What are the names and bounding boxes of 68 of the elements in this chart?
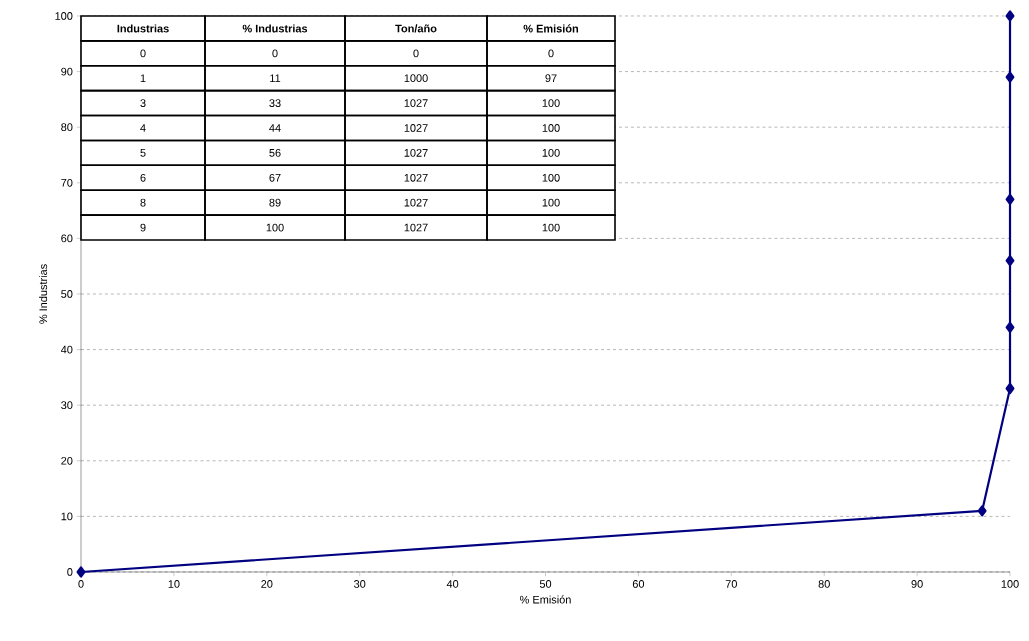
annotation: 97 <box>545 74 557 83</box>
x-tick-label: 50 <box>539 580 552 588</box>
y-axis-title: % Industrias <box>39 264 48 324</box>
annotation: Industrias <box>117 24 169 33</box>
annotation: 67 <box>269 173 281 182</box>
y-tick-label: 20 <box>61 456 73 465</box>
annotation: 1027 <box>404 124 428 132</box>
annotation: 4 <box>140 124 146 132</box>
annotation: 100 <box>542 149 560 157</box>
y-tick-label: 50 <box>61 290 73 298</box>
point <box>1005 71 1015 83</box>
y-tick-label: 30 <box>61 401 73 410</box>
x-tick-label: 70 <box>725 580 737 588</box>
annotation: 0 <box>140 49 146 58</box>
annotation: % Industrias <box>242 24 308 33</box>
annotation: 1 <box>140 74 146 82</box>
point <box>1005 382 1015 395</box>
annotation: 44 <box>269 124 281 132</box>
annotation: 11 <box>270 74 281 82</box>
x-tick-label: 30 <box>354 580 366 588</box>
annotation: 0 <box>548 49 554 58</box>
annotation: 9 <box>140 223 146 232</box>
annotation: 56 <box>269 149 281 157</box>
annotation: 5 <box>140 149 146 157</box>
x-tick-label: 10 <box>168 580 180 588</box>
annotation: 1027 <box>404 173 428 182</box>
x-axis-title: % Emisión <box>520 595 571 604</box>
annotation: 1027 <box>404 223 428 232</box>
x-tick-label: 80 <box>818 580 830 588</box>
annotation: 1027 <box>404 149 428 157</box>
annotation: 1027 <box>404 198 428 207</box>
x-tick-label: 100 <box>1001 580 1019 588</box>
annotation: 33 <box>269 99 281 107</box>
annotation: 89 <box>269 198 281 207</box>
annotation: Ton/año <box>395 24 437 33</box>
x-tick-label: 0 <box>78 580 84 588</box>
y-tick-label: 40 <box>60 345 73 354</box>
x-tick-label: 60 <box>632 580 645 588</box>
point <box>1005 10 1015 22</box>
y-tick-label: 100 <box>55 12 73 20</box>
point <box>977 505 987 517</box>
point <box>76 566 86 578</box>
y-tick-label: 70 <box>61 178 73 187</box>
annotation: 0 <box>413 49 419 58</box>
y-tick-label: 80 <box>61 123 73 132</box>
x-tick-label: 20 <box>261 580 273 588</box>
annotation: 100 <box>542 99 560 107</box>
y-tick-label: 10 <box>61 512 73 521</box>
annotation: 100 <box>542 173 560 182</box>
annotation: 8 <box>140 198 146 207</box>
annotation: 1027 <box>404 99 428 107</box>
y-tick-label: 0 <box>67 568 73 576</box>
x-tick-label: 40 <box>446 580 459 588</box>
annotation: 100 <box>542 198 560 207</box>
annotation: 1000 <box>404 74 428 83</box>
annotation: 100 <box>266 223 284 232</box>
annotation: 6 <box>140 173 146 182</box>
point <box>1005 193 1015 206</box>
annotation: % Emisión <box>523 24 579 33</box>
point <box>1005 255 1015 267</box>
x-tick-label: 90 <box>911 580 923 588</box>
annotation: 3 <box>140 99 146 107</box>
annotation: 100 <box>542 124 560 132</box>
annotation: 100 <box>542 223 560 232</box>
annotation: 0 <box>272 49 278 58</box>
point <box>1005 321 1015 333</box>
y-tick-label: 60 <box>61 234 73 243</box>
y-tick-label: 90 <box>61 67 73 76</box>
